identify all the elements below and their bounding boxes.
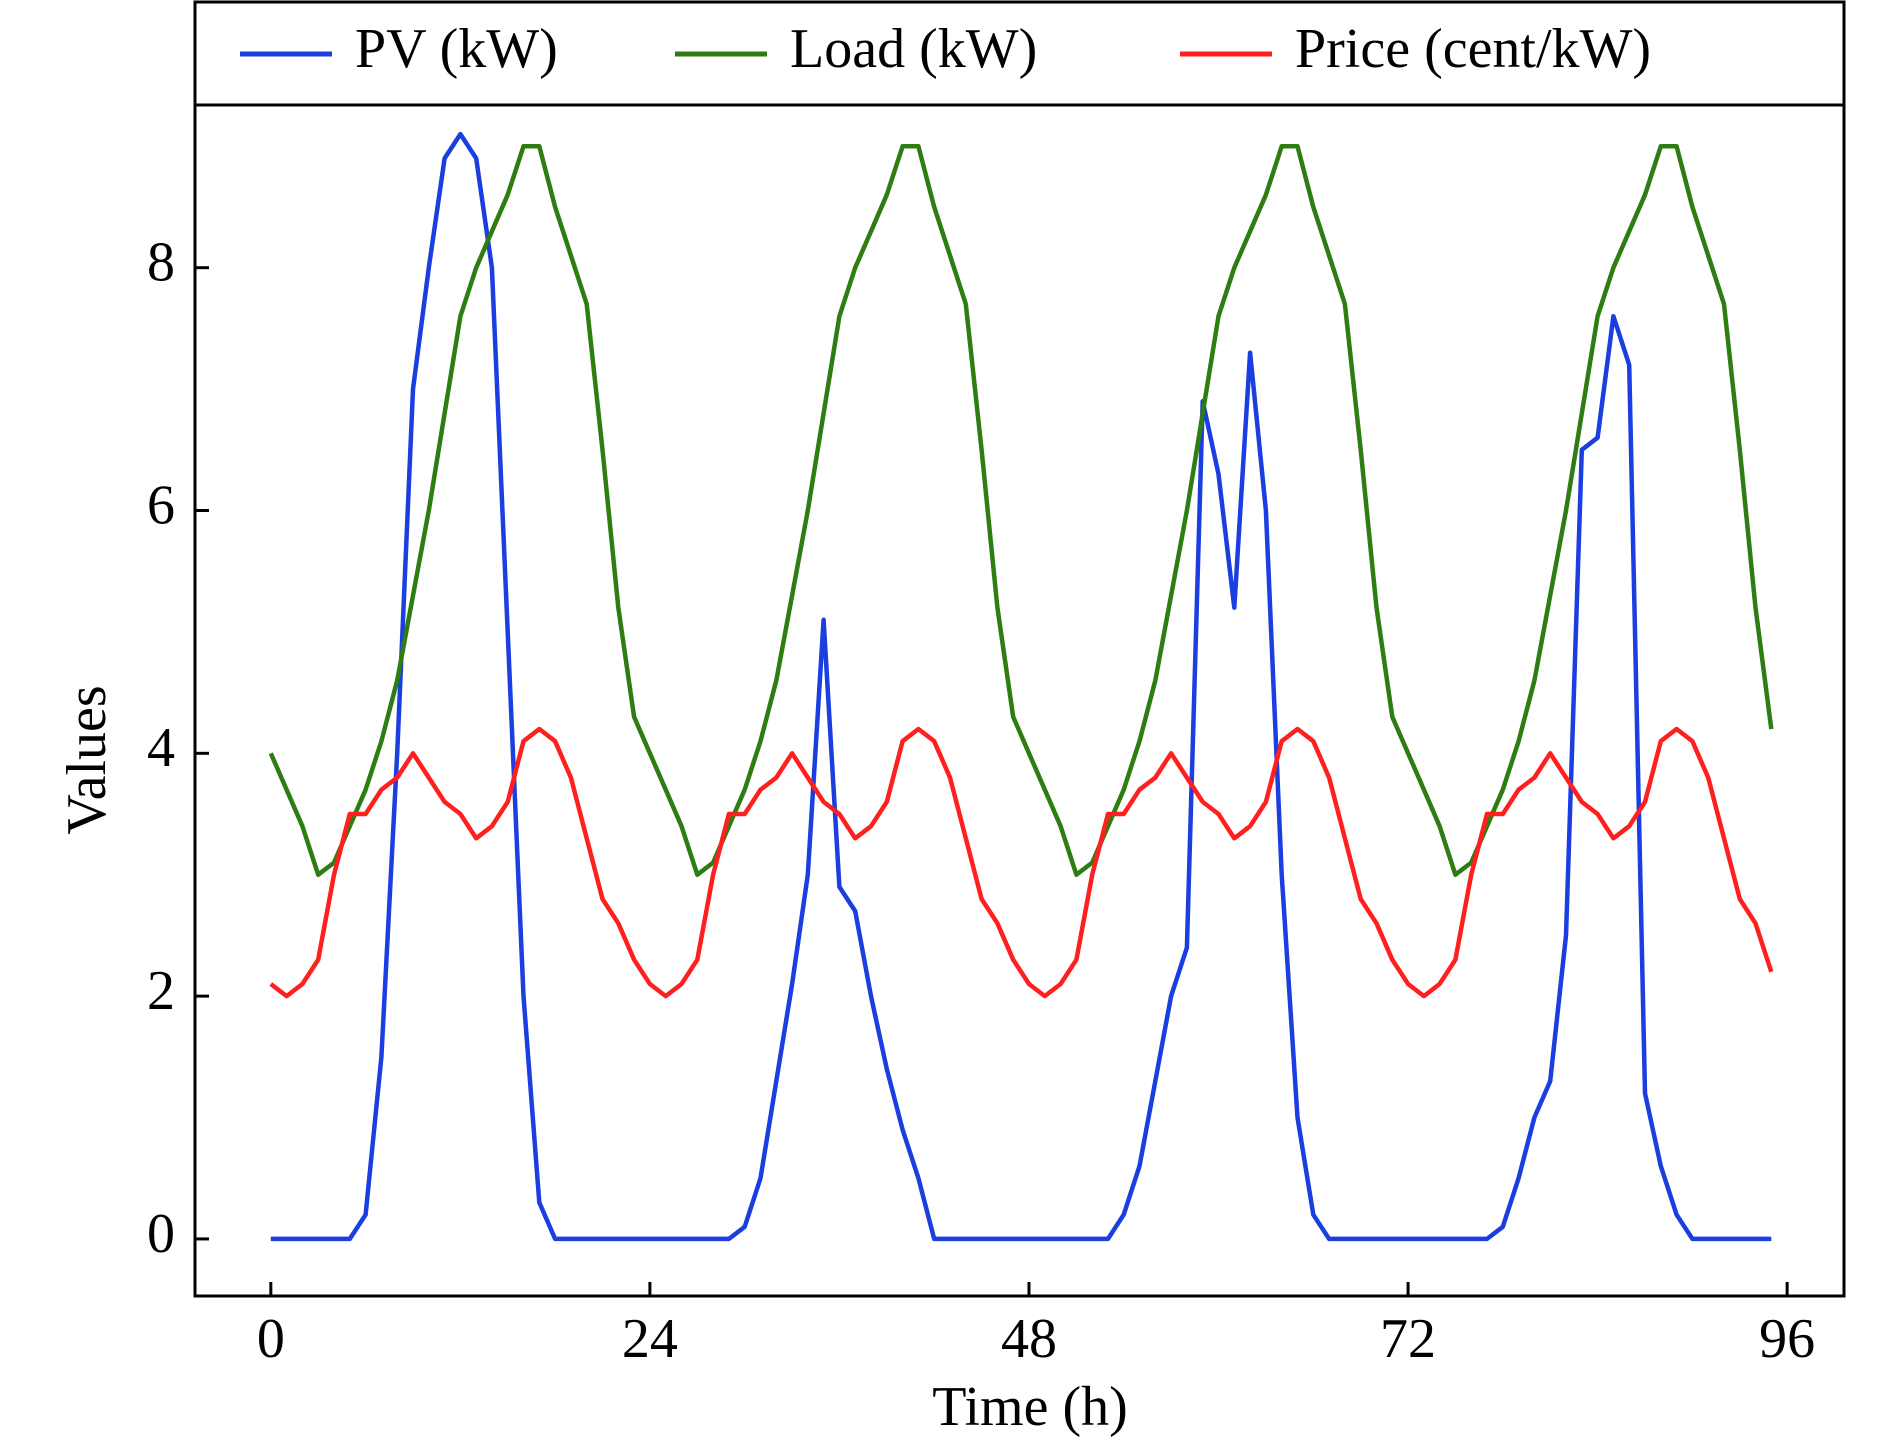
axes-frame	[193, 0, 1846, 1298]
y-axis-label: Values	[56, 685, 118, 834]
y-tick-label: 6	[147, 474, 175, 536]
x-tick-label: 48	[1001, 1308, 1057, 1370]
legend-label: PV (kW)	[355, 18, 558, 80]
x-tick-label: 0	[257, 1308, 285, 1370]
x-tick-label: 96	[1759, 1308, 1815, 1370]
data-line	[270, 131, 1772, 1242]
y-tick-label: 0	[147, 1203, 175, 1265]
y-tick-label: 2	[147, 960, 175, 1022]
y-tick-label: 4	[147, 717, 175, 779]
data-line	[269, 726, 1774, 999]
legend-label: Price (cent/kW)	[1295, 18, 1651, 80]
x-axis-label: Time (h)	[932, 1376, 1128, 1438]
data-line	[268, 144, 1774, 877]
x-tick-label: 72	[1380, 1308, 1436, 1370]
y-tick-label: 8	[147, 232, 175, 294]
legend-label: Load (kW)	[790, 18, 1037, 80]
x-tick-label: 24	[622, 1308, 678, 1370]
